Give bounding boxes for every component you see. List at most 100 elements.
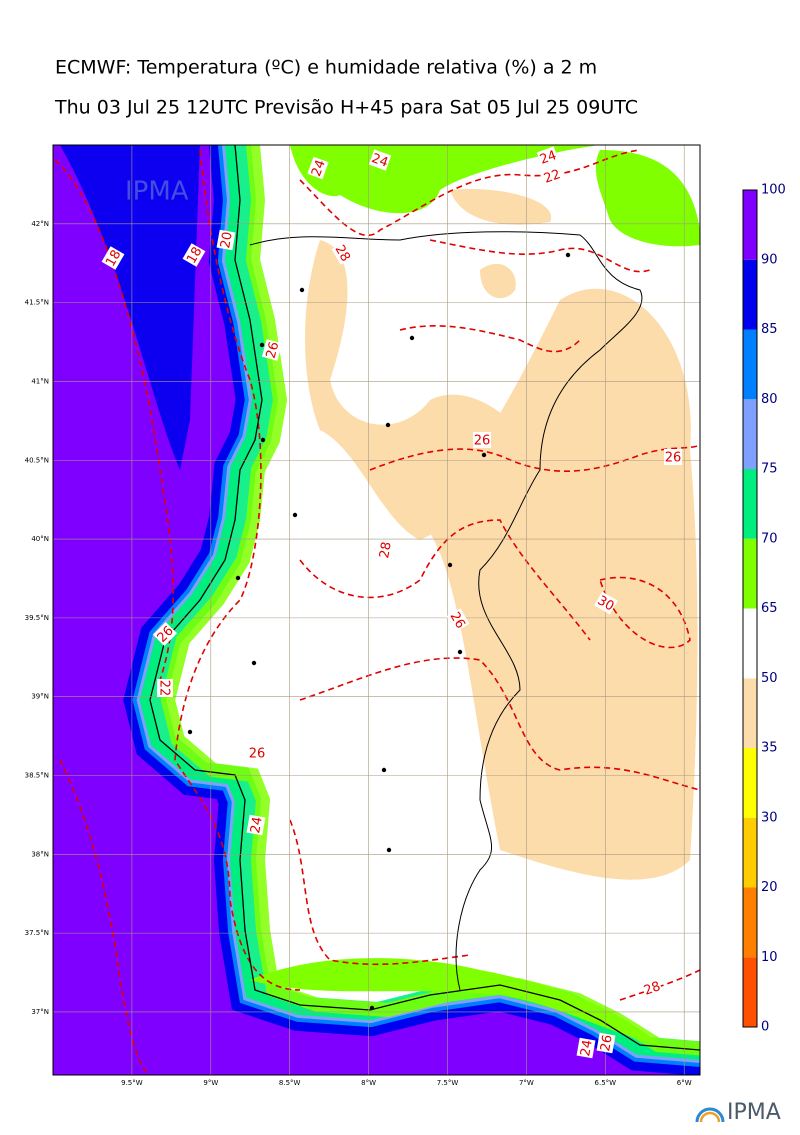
humid-area <box>595 150 700 247</box>
city <box>235 575 241 581</box>
colorbar-label: 0 <box>761 1020 769 1035</box>
isotherm <box>299 149 641 237</box>
logo-text: IPMA <box>727 1100 781 1125</box>
logo: IPMA <box>695 1100 781 1125</box>
label-bg <box>307 156 329 180</box>
label-bg <box>596 1032 616 1054</box>
label-bg <box>375 539 395 561</box>
cities <box>187 252 571 1011</box>
isotherm-label: 24 <box>368 149 392 171</box>
label-bg <box>473 432 491 448</box>
y-tick-label: 38.5°N <box>25 772 49 780</box>
isotherm-label: 24 <box>536 146 560 168</box>
label-bg <box>536 146 560 168</box>
isotherm-value: 28 <box>642 979 663 999</box>
isotherm <box>299 657 700 791</box>
isotherm-value: 24 <box>248 816 266 835</box>
colorbar: 0 10 20 30 35 50 65 70 75 80 85 90 100 <box>742 183 786 1035</box>
coastline <box>149 145 700 1051</box>
label-bg <box>101 246 125 270</box>
colorbar-band <box>743 957 757 1027</box>
colorbar-band <box>743 817 757 888</box>
dry-area <box>480 263 516 299</box>
colorbar-band <box>743 748 757 818</box>
isotherm-value: 22 <box>157 680 172 697</box>
isotherm-value: 26 <box>249 747 266 762</box>
city <box>369 1005 375 1011</box>
label-bg <box>261 339 283 361</box>
label-bg <box>246 814 266 836</box>
isotherm <box>598 576 691 649</box>
colorbar-label: 50 <box>761 671 778 686</box>
isotherm-value: 24 <box>369 151 390 171</box>
label-bg <box>664 449 682 465</box>
x-tick-label: 7.5°W <box>437 1079 459 1087</box>
label-bg <box>157 679 173 697</box>
isotherm-value: 26 <box>598 1034 616 1053</box>
city <box>187 729 193 735</box>
isotherm-label: 22 <box>157 679 173 697</box>
y-tick-label: 41°N <box>31 377 49 385</box>
colorbar-label: 10 <box>761 950 778 965</box>
y-tick-label: 39.5°N <box>25 614 49 622</box>
y-tick-label: 37.5°N <box>25 929 49 937</box>
axis-ticks: 9.5°W 9°W 8.5°W 8°W 7.5°W 7°W 6.5°W 6°W 42°N 41.5… <box>25 220 692 1087</box>
city <box>299 287 305 293</box>
isotherm-label: 24 <box>246 814 266 836</box>
city <box>259 342 265 348</box>
isotherm-value: 24 <box>578 1039 596 1058</box>
label-bg <box>331 241 355 265</box>
y-tick-label: 37°N <box>31 1008 49 1016</box>
label-bg <box>540 165 564 187</box>
colorbar-band <box>743 538 757 609</box>
watermark: IPMA <box>125 177 189 207</box>
isotherm <box>174 149 301 991</box>
isotherm <box>299 519 591 641</box>
isotherm-label: 22 <box>540 165 564 187</box>
isotherm-label: 20 <box>216 229 236 251</box>
x-tick-label: 7°W <box>519 1079 534 1087</box>
isotherm-label: 18 <box>182 243 205 267</box>
city <box>447 562 453 568</box>
colorbar-label: 100 <box>761 183 786 198</box>
label-bg <box>640 977 664 999</box>
x-tick-label: 9.5°W <box>121 1079 143 1087</box>
city <box>260 437 266 443</box>
label-bg <box>576 1037 596 1059</box>
isotherm-label: 28 <box>375 539 395 561</box>
isotherm-value: 30 <box>595 593 617 614</box>
isotherm <box>59 759 151 1075</box>
colorbar-label: 20 <box>761 880 778 895</box>
isotherm <box>54 159 174 681</box>
colorbar-band <box>743 887 757 958</box>
isotherm-value: 26 <box>264 340 283 360</box>
x-tick-label: 8.5°W <box>279 1079 301 1087</box>
x-tick-label: 9°W <box>203 1079 218 1087</box>
humid-area <box>250 958 660 1045</box>
humid-area <box>290 145 600 214</box>
isotherm-value: 24 <box>538 148 559 168</box>
isotherm-label: 24 <box>576 1037 596 1059</box>
border <box>249 231 643 991</box>
label-bg <box>248 745 266 761</box>
isotherm-label: 30 <box>594 591 618 614</box>
colorbar-band <box>743 678 757 748</box>
dry-area <box>305 240 540 540</box>
colorbar-label: 75 <box>761 462 778 477</box>
isotherm-label: 26 <box>473 432 491 449</box>
isotherm-label: 26 <box>261 339 283 361</box>
isotherm-value: 24 <box>309 158 329 179</box>
city <box>457 649 463 655</box>
label-bg <box>216 229 236 251</box>
isotherm-label: 26 <box>248 745 266 762</box>
isotherm-label: 24 <box>307 156 329 180</box>
x-tick-label: 8°W <box>361 1079 376 1087</box>
colorbar-label: 90 <box>761 252 778 267</box>
colorbar-label: 35 <box>761 741 778 756</box>
city <box>409 335 415 341</box>
isotherm-value: 26 <box>474 434 491 449</box>
colorbar-band <box>743 329 757 400</box>
colorbar-label: 85 <box>761 322 778 337</box>
